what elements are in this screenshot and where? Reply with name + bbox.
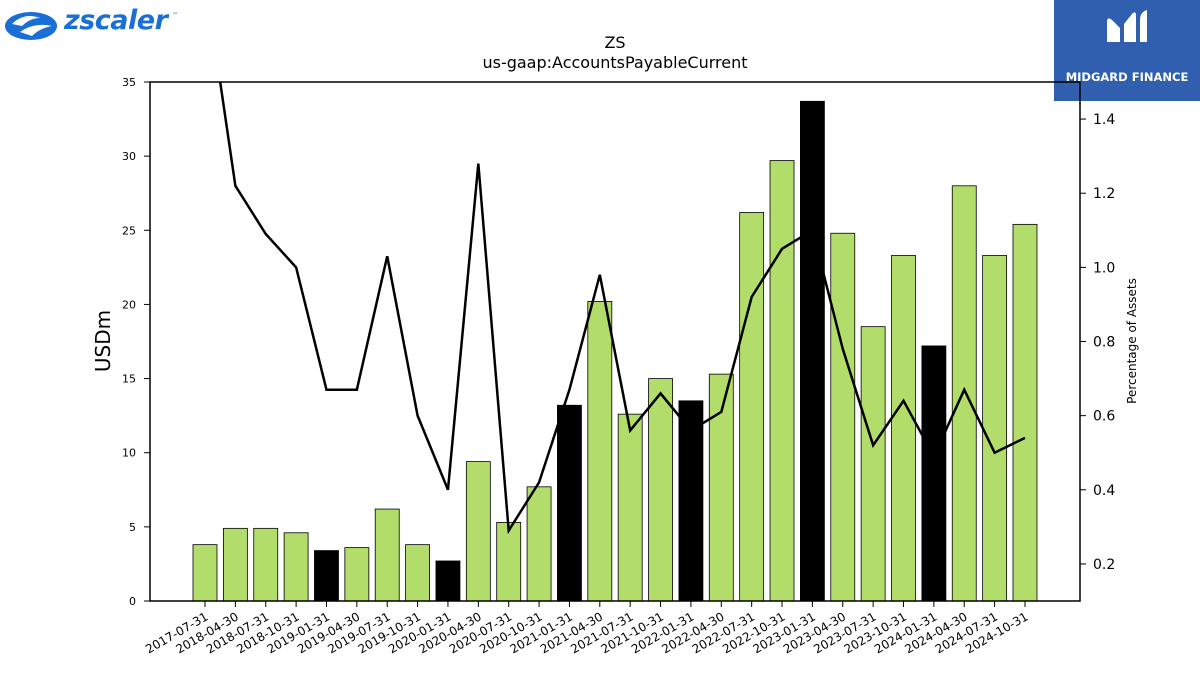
bar-2023-04-30 [830, 232, 856, 602]
midgard-finance-label: MIDGARD FINANCE [1065, 70, 1189, 84]
zscaler-logo: zscaler ™ [4, 4, 184, 44]
bar-2018-07-31 [253, 527, 279, 602]
y2-tick-label: 1.0 [1093, 260, 1115, 276]
y2-tick-label: 0.4 [1093, 483, 1115, 499]
bar-2021-07-31 [617, 413, 643, 602]
y-tick-label: 10 [122, 447, 136, 460]
bar-2022-01-31 [678, 400, 704, 602]
bar-2023-10-31 [891, 255, 916, 602]
bar-2023-01-31 [800, 100, 825, 602]
midgard-finance-icon [1107, 10, 1147, 42]
y2-tick-label: 1.4 [1093, 112, 1115, 128]
y-tick-label: 5 [129, 521, 136, 534]
bar-2024-04-30 [951, 185, 977, 602]
y-tick-label: 30 [122, 150, 136, 163]
zscaler-cloud-icon [5, 12, 57, 40]
y-axis-label: USDm [91, 310, 115, 372]
bar-2019-07-31 [374, 508, 400, 602]
bar-2021-01-31 [557, 404, 582, 602]
percentage-of-assets-line [218, 82, 1026, 535]
midgard-finance-logo: MIDGARD FINANCE [1054, 0, 1200, 101]
bar-2017-07-31 [192, 544, 218, 602]
bar-2020-07-31 [496, 522, 522, 602]
bar-2024-01-31 [921, 345, 947, 602]
bar-2024-07-31 [982, 255, 1008, 602]
chart-title: ZS [604, 33, 625, 52]
y2-tick-label: 0.8 [1093, 335, 1115, 351]
y2-axis-label: Percentage of Assets [1125, 278, 1139, 404]
y2-tick-label: 1.2 [1093, 186, 1115, 202]
bar-2020-01-31 [435, 560, 461, 602]
bar-2024-10-31 [1012, 223, 1038, 602]
bar-2021-10-31 [648, 378, 673, 602]
bar-2022-10-31 [769, 160, 795, 602]
bar-2023-07-31 [860, 326, 886, 602]
bar-2019-10-31 [405, 544, 430, 602]
bar-2019-01-31 [314, 550, 339, 602]
bar-2019-04-30 [344, 547, 370, 602]
bar-2021-04-30 [587, 301, 613, 602]
y2-tick-label: 0.6 [1093, 409, 1115, 425]
y-tick-label: 35 [122, 76, 136, 89]
bar-2020-10-31 [526, 486, 552, 602]
y-tick-label: 20 [122, 298, 136, 311]
bar-2018-10-31 [283, 532, 309, 602]
y2-tick-label: 0.2 [1093, 557, 1115, 573]
zscaler-wordmark: zscaler [64, 5, 168, 36]
y-tick-label: 15 [122, 373, 136, 386]
y-tick-label: 25 [122, 224, 136, 237]
chart-subtitle: us-gaap:AccountsPayableCurrent [482, 53, 747, 72]
y-tick-label: 0 [129, 595, 136, 608]
zscaler-trademark: ™ [172, 12, 178, 19]
bar-2020-04-30 [465, 461, 491, 602]
bar-2018-04-30 [222, 527, 248, 602]
bar-2022-07-31 [739, 212, 765, 602]
